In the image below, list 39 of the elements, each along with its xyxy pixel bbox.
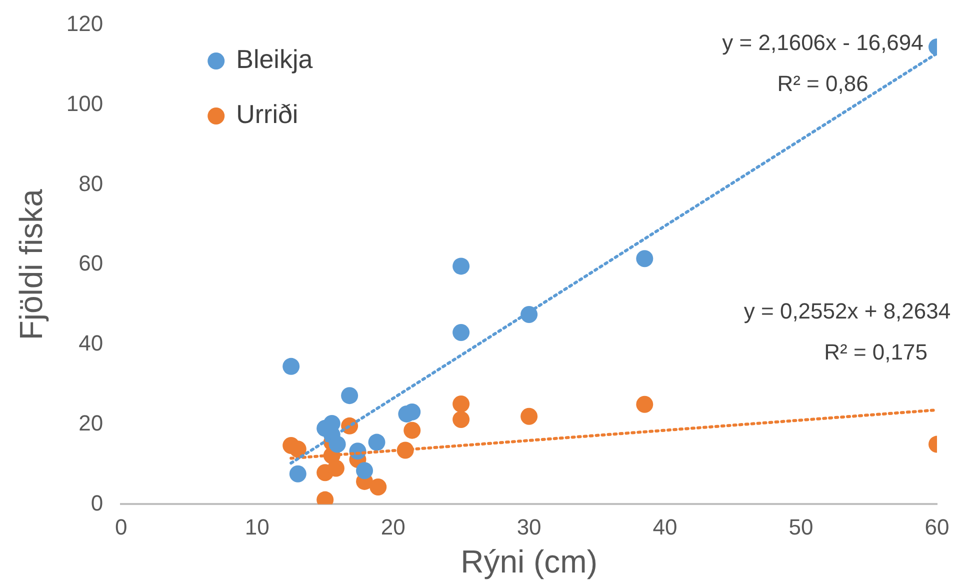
x-tick-label: 0: [114, 514, 128, 540]
point: [282, 358, 300, 375]
annotation: R² = 0,175: [824, 339, 928, 364]
legend-label: Urriði: [236, 99, 298, 130]
y-axis-title: Fjöldi fiska: [13, 188, 50, 340]
point: [327, 460, 344, 477]
legend-label: Bleikja: [236, 44, 314, 74]
x-tick-label: 30: [516, 514, 542, 540]
y-tick-label: 20: [78, 410, 104, 436]
point: [452, 395, 470, 412]
point: [341, 387, 358, 404]
x-tick-label: 20: [380, 514, 406, 540]
point: [452, 258, 470, 275]
point: [452, 324, 470, 341]
point: [289, 465, 306, 482]
point: [370, 478, 387, 496]
point: [328, 436, 346, 453]
annotation: y = 2,1606x - 16,694: [722, 30, 924, 56]
point: [356, 462, 374, 480]
y-tick-label: 100: [66, 90, 104, 116]
point: [289, 440, 306, 458]
x-tick-label: 40: [652, 514, 678, 540]
y-tick-label: 120: [66, 11, 104, 36]
y-tick-label: 40: [78, 330, 104, 356]
point: [368, 434, 386, 451]
point: [404, 422, 421, 439]
x-tick-label: 50: [788, 514, 814, 540]
point: [520, 408, 538, 425]
annotation: R² = 0,86: [777, 70, 868, 96]
y-tick-label: 80: [78, 170, 104, 196]
y-tick-label: 0: [90, 490, 104, 516]
annotation: y = 0,2552x + 8,2634: [744, 298, 951, 324]
point: [636, 396, 654, 413]
x-axis-title: Rýni (cm): [460, 544, 598, 580]
y-tick-label: 60: [78, 250, 104, 276]
x-tick-label: 10: [244, 514, 270, 540]
point: [636, 250, 654, 268]
x-tick-label: 60: [924, 514, 950, 540]
point: [452, 411, 470, 428]
